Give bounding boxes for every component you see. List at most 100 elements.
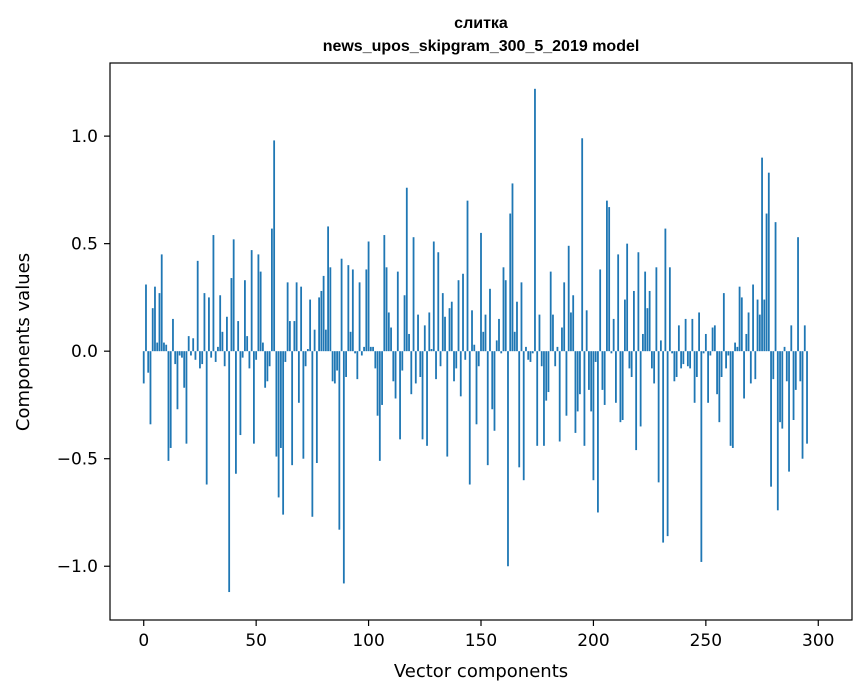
bar (342, 351, 345, 584)
bar (756, 299, 759, 352)
bar (475, 351, 478, 425)
bar (185, 351, 188, 444)
bar (268, 351, 271, 367)
bar (689, 351, 692, 369)
bar (163, 342, 165, 352)
bar (315, 351, 318, 464)
bar (545, 351, 548, 401)
bar (183, 351, 186, 388)
bar (743, 351, 745, 399)
bar (435, 351, 437, 380)
bar (246, 336, 249, 352)
x-tick-label: 0 (138, 631, 149, 651)
bar (446, 351, 449, 457)
bar (500, 351, 503, 354)
bar (466, 200, 469, 352)
bar (734, 342, 736, 352)
bar (644, 271, 647, 352)
bar (181, 351, 183, 358)
bar (358, 282, 361, 352)
bar (592, 351, 595, 481)
bar (502, 267, 505, 352)
bar (376, 351, 379, 416)
bar (702, 351, 705, 354)
bar (187, 336, 190, 352)
bar (630, 351, 633, 377)
bar (178, 351, 181, 356)
bar (311, 351, 314, 517)
bar (462, 273, 464, 352)
bar (401, 351, 404, 371)
bar (761, 157, 763, 352)
bar (244, 280, 246, 352)
x-tick-label: 50 (245, 631, 267, 651)
bar (390, 327, 392, 352)
bar (504, 280, 507, 352)
bar (635, 351, 638, 451)
bar (199, 351, 201, 369)
bar (194, 351, 197, 360)
bar (369, 346, 372, 352)
bar (239, 351, 242, 436)
bar (277, 351, 280, 498)
bar (232, 239, 235, 352)
x-axis-label: Vector components (394, 661, 568, 682)
bar (468, 351, 471, 485)
bar (147, 351, 150, 373)
bar (765, 213, 768, 352)
bar (725, 351, 727, 369)
bar (493, 351, 496, 431)
bar (313, 329, 316, 352)
x-tick-label: 300 (802, 631, 834, 651)
bar (208, 297, 210, 352)
bar (597, 351, 599, 513)
bar (601, 351, 604, 390)
bar (657, 351, 660, 483)
bar (471, 310, 473, 352)
bar (432, 241, 435, 352)
y-tick-label: −1.0 (57, 557, 98, 577)
bar (405, 187, 408, 352)
bar (253, 351, 255, 444)
bar (151, 308, 154, 352)
bar (718, 351, 721, 423)
bar (752, 284, 754, 352)
bar (203, 293, 206, 352)
bar (590, 351, 593, 412)
bar (394, 351, 397, 399)
bar (583, 351, 586, 446)
bar (495, 340, 498, 352)
bar (223, 351, 226, 367)
bar (608, 207, 611, 352)
bar (806, 351, 808, 444)
bar (588, 351, 590, 390)
bar (428, 312, 431, 352)
bar (489, 288, 491, 352)
bar (410, 351, 413, 395)
bar (529, 351, 532, 362)
bar (518, 351, 521, 468)
bar (729, 351, 732, 446)
bar (464, 351, 467, 360)
bar (273, 140, 276, 352)
bar (482, 331, 485, 352)
bar (511, 183, 514, 352)
bar (646, 308, 649, 352)
bar (626, 243, 629, 352)
bar (459, 351, 462, 397)
bar (297, 351, 300, 403)
bar (534, 88, 536, 352)
bar (309, 299, 312, 352)
bar (693, 351, 696, 403)
bar (333, 351, 336, 384)
bar (275, 351, 278, 457)
x-tick-label: 250 (690, 631, 722, 651)
bar (345, 351, 347, 377)
bar (174, 351, 177, 365)
bar (351, 269, 354, 352)
bar (331, 351, 334, 382)
bar (576, 351, 579, 412)
bar (767, 172, 770, 352)
bar (414, 351, 417, 384)
bar (628, 351, 631, 369)
